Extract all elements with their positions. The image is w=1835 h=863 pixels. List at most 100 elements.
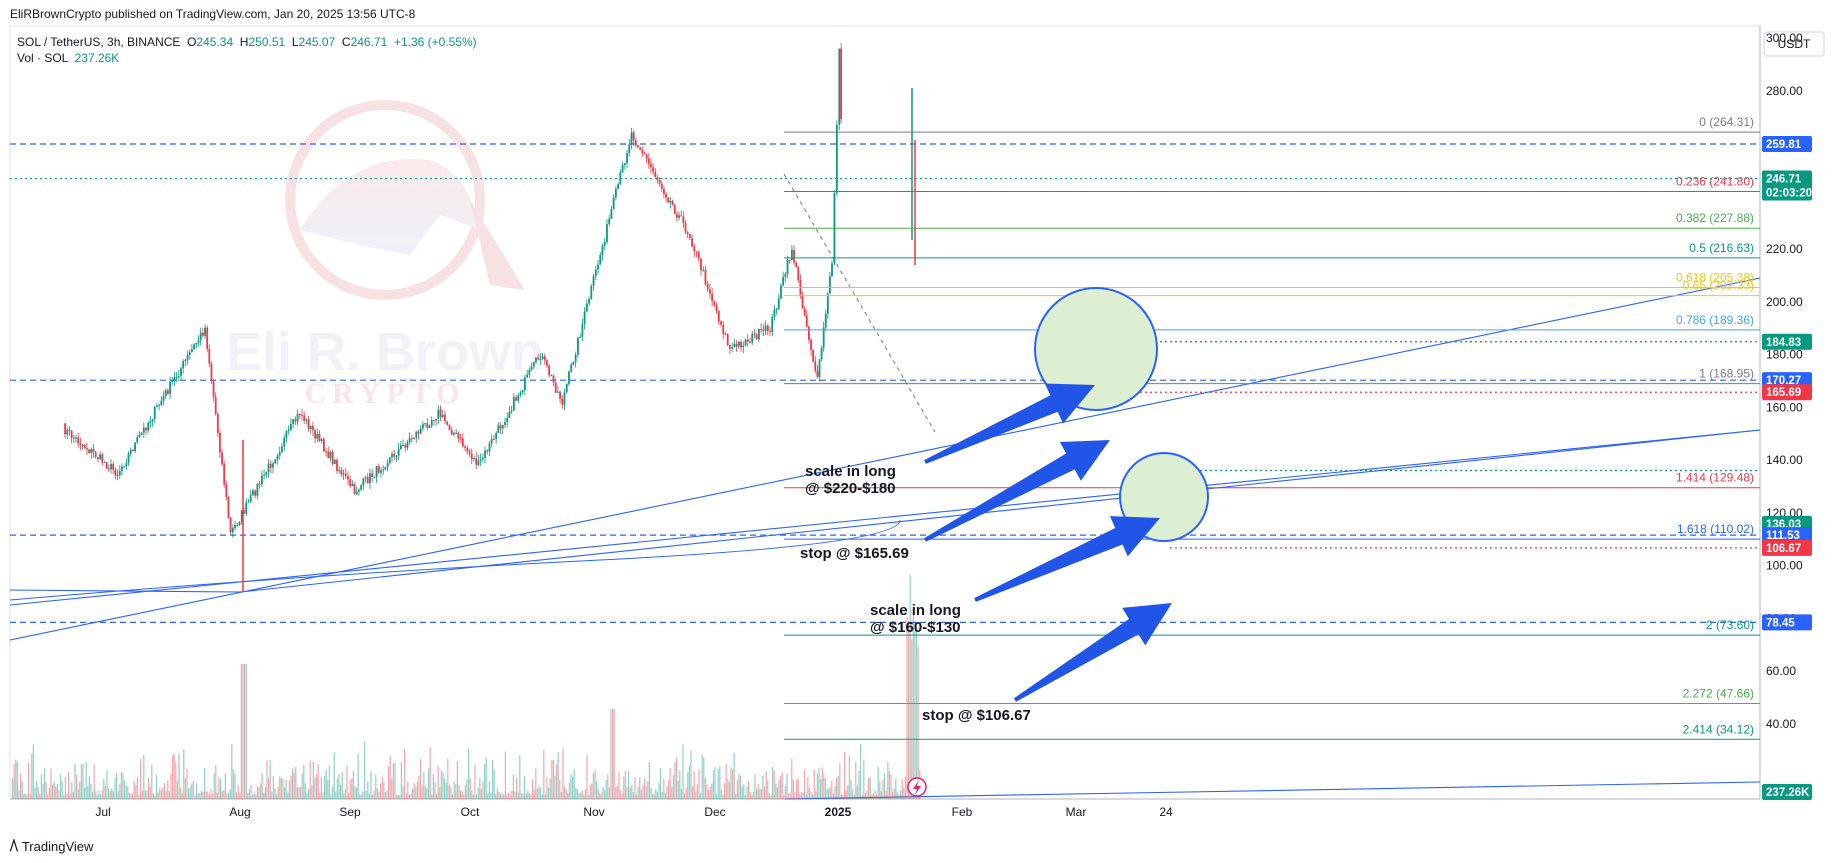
- volume-bar: [784, 785, 786, 799]
- symbol-name[interactable]: SOL / TetherUS, 3h, BINANCE: [17, 35, 181, 49]
- candle-body: [404, 444, 407, 448]
- volume-bar: [269, 760, 271, 799]
- volume-bar: [612, 709, 614, 799]
- volume-bar: [421, 785, 423, 799]
- close-value: 246.71: [350, 35, 388, 49]
- candle-body: [278, 451, 281, 456]
- trendline-support[interactable]: [239, 429, 1761, 593]
- candle-body: [639, 147, 642, 150]
- candle-body: [814, 361, 817, 371]
- tradingview-logo-icon: ⧸⧹: [10, 838, 18, 853]
- volume-bar: [869, 777, 871, 799]
- volume-bar: [386, 790, 388, 799]
- volume-bar: [799, 793, 801, 799]
- currency-button[interactable]: [1763, 31, 1825, 57]
- arrow-to-upper-zone[interactable]: [924, 383, 1095, 464]
- candle-body: [749, 341, 751, 343]
- candle-body: [506, 417, 509, 422]
- candle-body: [112, 464, 115, 470]
- volume-bar: [815, 790, 817, 799]
- annotation-text[interactable]: @ $160-$130: [870, 619, 961, 636]
- candle-body: [543, 356, 546, 361]
- trendline-middle[interactable]: [9, 429, 1761, 606]
- volume-bar: [132, 793, 134, 799]
- volume-bar: [90, 784, 92, 799]
- volume-bar: [608, 787, 610, 799]
- arrow-to-lower-zone[interactable]: [974, 516, 1160, 602]
- candle-body: [110, 464, 112, 470]
- volume-bar: [618, 771, 620, 799]
- volume-bar: [661, 791, 663, 799]
- tradingview-brand[interactable]: ⧸⧹ TradingView: [10, 838, 93, 854]
- candle-body: [663, 188, 665, 194]
- candle-body: [486, 450, 489, 452]
- volume-bar: [140, 758, 142, 799]
- annotation-text[interactable]: stop @ $106.67: [922, 707, 1031, 724]
- volume-bar: [37, 786, 39, 799]
- volume-bar: [866, 790, 868, 799]
- volume-bar: [122, 772, 124, 799]
- volume-bar: [18, 790, 20, 799]
- volume-bar: [872, 793, 874, 799]
- volume-bar: [240, 664, 242, 799]
- fib-level-label: 0.618 (205.38): [1676, 271, 1754, 285]
- volume-bar: [797, 778, 799, 799]
- candle-body: [138, 434, 141, 438]
- candle-body: [777, 298, 780, 309]
- trendline-rising[interactable]: [9, 277, 1761, 641]
- volume-bar: [50, 768, 52, 799]
- arrow-to-stop-106[interactable]: [1013, 603, 1172, 702]
- volume-bar: [584, 789, 586, 799]
- candle-body: [762, 329, 765, 331]
- volume-bar: [178, 753, 180, 799]
- buy-zone-circle-upper[interactable]: [1034, 287, 1158, 411]
- annotation-text[interactable]: scale in long: [805, 463, 896, 480]
- volume-bar: [232, 769, 234, 799]
- volume-bar: [434, 782, 436, 799]
- volume-bar: [484, 763, 486, 799]
- price-badge-label: 170.27: [1766, 375, 1801, 387]
- volume-value: 237.26K: [74, 51, 120, 65]
- trendline-bottom[interactable]: [784, 781, 1761, 800]
- volume-bar: [85, 761, 87, 799]
- volume-bar: [906, 617, 908, 799]
- volume-label[interactable]: Vol · SOL: [17, 51, 68, 65]
- candle-body: [574, 354, 577, 362]
- volume-bar: [303, 765, 305, 799]
- candle-body: [322, 439, 325, 452]
- candle-body: [731, 347, 734, 349]
- annotation-text[interactable]: scale in long: [870, 602, 961, 619]
- arrow-to-stop-165[interactable]: [924, 440, 1110, 542]
- candle-body: [336, 460, 338, 472]
- candle-body: [402, 444, 404, 446]
- volume-bar: [495, 794, 497, 799]
- volume-bar: [564, 786, 566, 799]
- volume-bar: [730, 767, 732, 799]
- volume-bar: [276, 794, 278, 799]
- volume-bar: [365, 790, 367, 799]
- volume-bar: [520, 793, 522, 799]
- candle-body: [114, 469, 117, 476]
- event-lightning-icon[interactable]: [907, 777, 927, 797]
- volume-bar: [482, 781, 484, 799]
- candle-body: [382, 469, 385, 471]
- price-badge: [1762, 539, 1812, 556]
- candle-body: [539, 358, 542, 360]
- candle-body: [208, 348, 211, 364]
- candle-body: [231, 528, 234, 533]
- volume-bar: [292, 768, 294, 799]
- volume-bar: [880, 791, 882, 799]
- annotation-text[interactable]: @ $220-$180: [805, 480, 896, 497]
- volume-bar: [823, 773, 825, 799]
- volume-bar: [693, 770, 695, 799]
- annotation-text[interactable]: stop @ $165.69: [800, 545, 909, 562]
- candle-body: [621, 165, 624, 173]
- volume-bar: [208, 793, 210, 799]
- candle-body: [504, 421, 506, 425]
- time-axis-tick: Mar: [1066, 805, 1087, 819]
- candle-body: [550, 375, 553, 377]
- volume-bar: [610, 709, 612, 799]
- volume-bar: [72, 792, 74, 799]
- fib-level-label: 0.65 (202.33): [1683, 279, 1754, 293]
